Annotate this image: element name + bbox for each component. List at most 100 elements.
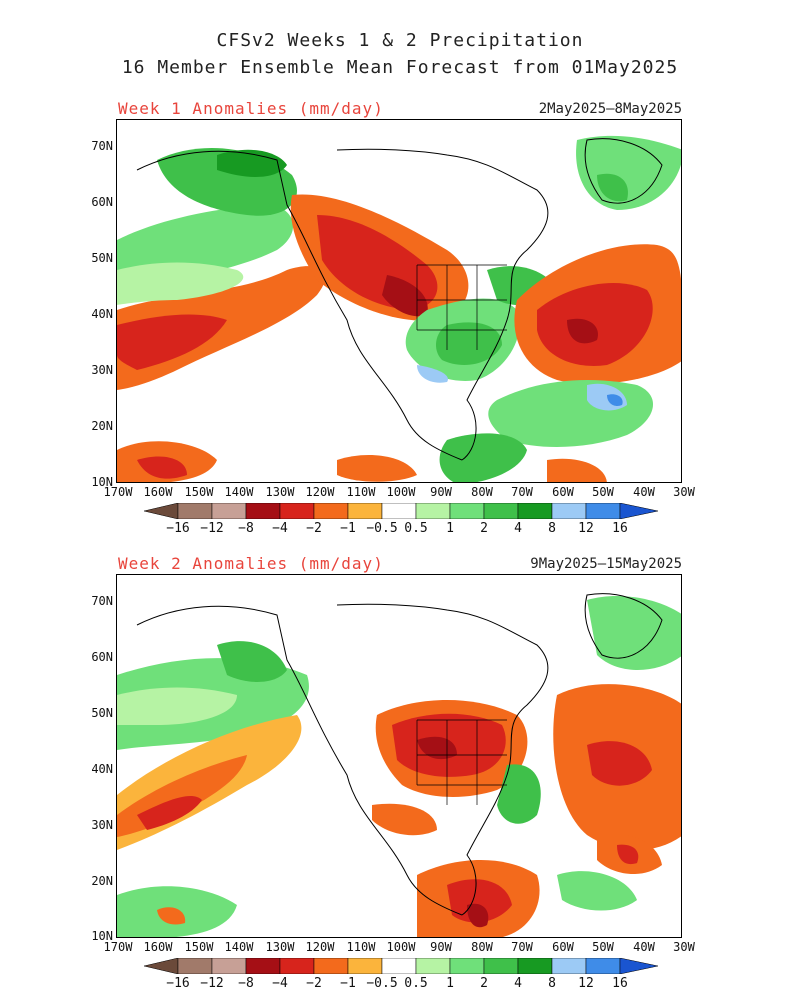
lat-label: 70N (91, 139, 113, 153)
lon-label: 120W (305, 485, 335, 499)
colorbar-swatch (585, 958, 621, 974)
colorbar-label: 16 (612, 521, 628, 536)
colorbar-label: −16 (166, 521, 190, 536)
lat-label: 70N (91, 594, 113, 608)
panel-1-date-range: 2May2025–8May2025 (538, 101, 682, 117)
lon-label: 150W (184, 485, 214, 499)
colorbar-label: 1 (446, 521, 454, 536)
colorbar-label: −8 (238, 521, 254, 536)
colorbar-label: 4 (514, 976, 522, 991)
lon-label: 160W (143, 940, 173, 954)
colorbar-swatch (211, 503, 247, 519)
lon-label: 140W (224, 485, 254, 499)
colorbar-label: −4 (272, 521, 288, 536)
colorbar-swatch (517, 503, 553, 519)
colorbar-label: −0.5 (366, 976, 398, 991)
lon-label: 90W (430, 940, 452, 954)
lat-label: 50N (91, 706, 113, 720)
lon-label: 150W (184, 940, 214, 954)
colorbar-label: 0.5 (404, 521, 428, 536)
colorbar-label: 12 (578, 521, 594, 536)
lat-label: 30N (91, 818, 113, 832)
title-line-2: 16 Member Ensemble Mean Forecast from 01… (121, 57, 679, 78)
colorbar-swatch (381, 503, 417, 519)
colorbar-swatch (415, 958, 451, 974)
colorbar-swatch (279, 503, 315, 519)
colorbar-swatch (449, 958, 485, 974)
lat-label: 30N (91, 363, 113, 377)
colorbar-label: −16 (166, 976, 190, 991)
lon-label: 170W (103, 940, 133, 954)
lon-label: 50W (592, 485, 614, 499)
colorbar-swatch (619, 503, 658, 519)
lon-label: 40W (633, 940, 655, 954)
colorbar-swatch (177, 958, 213, 974)
colorbar-label: −8 (238, 976, 254, 991)
week1-anomaly-map (117, 135, 681, 482)
lon-label: 30W (673, 485, 695, 499)
lon-label: 40W (633, 485, 655, 499)
colorbar-swatch (347, 503, 383, 519)
lon-label: 60W (552, 940, 574, 954)
colorbar-swatch (347, 958, 383, 974)
colorbar-swatch (619, 958, 658, 974)
colorbar-label: 4 (514, 521, 522, 536)
colorbar-label: 2 (480, 521, 488, 536)
lon-label: 70W (511, 485, 533, 499)
colorbar-label: 1 (446, 976, 454, 991)
lat-label: 20N (91, 419, 113, 433)
lat-label: 10N (91, 475, 113, 489)
week2-anomaly-map (117, 593, 681, 937)
lon-label: 140W (224, 940, 254, 954)
panel-2-title: Week 2 Anomalies (mm/day) (118, 554, 384, 573)
colorbar-label: −12 (200, 521, 224, 536)
colorbar-label: −4 (272, 976, 288, 991)
colorbar-swatch (483, 503, 519, 519)
lat-label: 20N (91, 874, 113, 888)
colorbar-label: −1 (340, 521, 356, 536)
lat-label: 40N (91, 762, 113, 776)
colorbar-swatch (415, 503, 451, 519)
lon-label: 50W (592, 940, 614, 954)
colorbar-week2 (144, 958, 658, 974)
colorbar-swatch (483, 958, 519, 974)
colorbar-label: 0.5 (404, 976, 428, 991)
colorbar-swatch (177, 503, 213, 519)
colorbar-swatch (313, 503, 349, 519)
lon-label: 130W (265, 940, 295, 954)
lat-label: 10N (91, 929, 113, 943)
colorbar-swatch (517, 958, 553, 974)
colorbar-label: −0.5 (366, 521, 398, 536)
colorbar-label: −2 (306, 976, 322, 991)
colorbar-week1 (144, 503, 658, 519)
colorbar-swatch (144, 958, 179, 974)
colorbar-label: 16 (612, 976, 628, 991)
colorbar-label: 2 (480, 976, 488, 991)
lon-label: 80W (471, 485, 493, 499)
lon-label: 160W (143, 485, 173, 499)
lon-label: 110W (346, 485, 376, 499)
panel-1-title: Week 1 Anomalies (mm/day) (118, 99, 384, 118)
colorbar-swatch (313, 958, 349, 974)
colorbar-swatch (279, 958, 315, 974)
map-week1 (116, 119, 682, 483)
colorbar-swatch (381, 958, 417, 974)
title-line-1: CFSv2 Weeks 1 & 2 Precipitation (216, 30, 584, 51)
colorbar-swatch (551, 503, 587, 519)
lon-label: 130W (265, 485, 295, 499)
colorbar-label: 8 (548, 976, 556, 991)
colorbar-swatch (245, 958, 281, 974)
lon-label: 30W (673, 940, 695, 954)
lon-label: 60W (552, 485, 574, 499)
colorbar-label: −2 (306, 521, 322, 536)
colorbar-swatch (245, 503, 281, 519)
lat-label: 60N (91, 195, 113, 209)
lon-label: 100W (386, 940, 416, 954)
colorbar-label: 12 (578, 976, 594, 991)
lat-label: 40N (91, 307, 113, 321)
lon-label: 80W (471, 940, 493, 954)
lat-label: 60N (91, 650, 113, 664)
colorbar-swatch (144, 503, 179, 519)
lon-label: 170W (103, 485, 133, 499)
colorbar-swatch (585, 503, 621, 519)
